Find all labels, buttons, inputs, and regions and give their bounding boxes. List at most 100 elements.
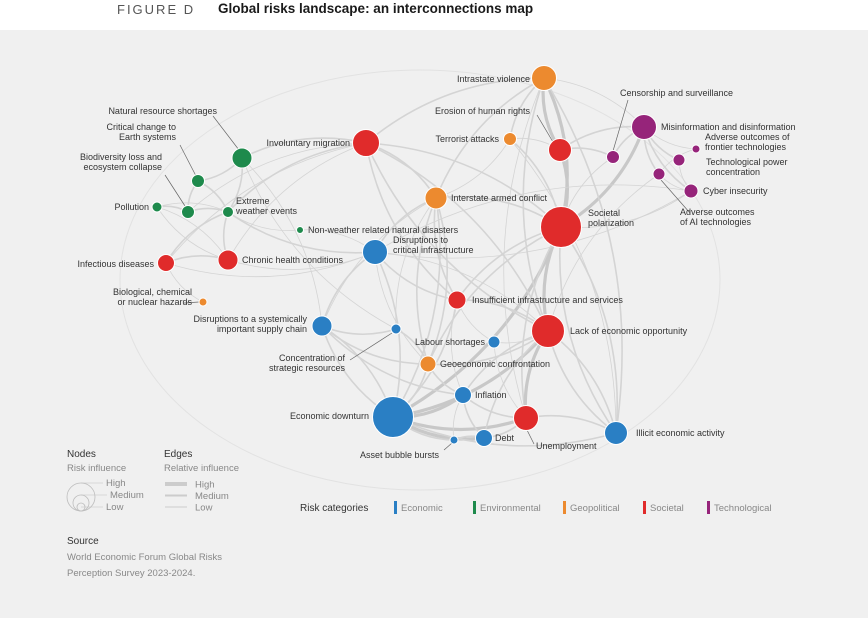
legend-swatch-economic xyxy=(394,501,397,514)
edge-involuntary-migration-to-biodiversity-loss-and-ecosystem-collapse xyxy=(187,142,367,213)
leader-censorship-and-surveillance xyxy=(612,99,629,152)
node-label-adverse-outcomes-of-frontier-technologies: Adverse outcomes of frontier technologies xyxy=(705,132,790,152)
legend-swatch-environmental xyxy=(473,501,476,514)
node-adverse-outcomes-of-ai-technologies xyxy=(652,167,666,181)
node-label-interstate-armed-conflict: Interstate armed conflict xyxy=(451,193,548,203)
node-disruptions-to-critical-infrastructure xyxy=(362,239,388,265)
node-label-biological-chemical-or-nuclear-hazards: Biological, chemical or nuclear hazards xyxy=(113,287,193,307)
node-label-geoeconomic-confrontation: Geoeconomic confrontation xyxy=(440,359,550,369)
figure-header: FIGURE D Global risks landscape: an inte… xyxy=(0,0,868,30)
node-label-censorship-and-surveillance: Censorship and surveillance xyxy=(620,88,733,98)
edge-intrastate-violence-to-interstate-armed-conflict xyxy=(435,77,545,199)
leader-natural-resource-shortages xyxy=(212,115,240,151)
node-label-unemployment: Unemployment xyxy=(536,441,597,451)
node-label-terrorist-attacks: Terrorist attacks xyxy=(435,134,499,144)
node-label-concentration-of-strategic-resources: Concentration of strategic resources xyxy=(269,353,346,373)
edge-extreme-weather-events-to-non-weather-related-natural-disasters xyxy=(227,211,301,231)
node-label-disruptions-to-a-systemically-important-supply-chain: Disruptions to a systemically important s… xyxy=(193,314,307,334)
leader-erosion-of-human-rights xyxy=(536,114,554,143)
node-asset-bubble-bursts xyxy=(449,435,459,445)
legend-edge-level-medium: Medium xyxy=(195,491,229,502)
legend-swatch-societal xyxy=(643,501,646,514)
node-censorship-and-surveillance xyxy=(606,150,620,164)
node-critical-change-to-earth-systems xyxy=(191,174,205,188)
node-illicit-economic-activity xyxy=(604,421,628,445)
edge-societal-polarization-to-involuntary-migration xyxy=(365,142,562,228)
edge-involuntary-migration-to-chronic-health-conditions xyxy=(227,142,367,261)
edge-economic-downturn-to-lack-of-economic-opportunity xyxy=(391,329,550,419)
node-biological-chemical-or-nuclear-hazards xyxy=(198,297,208,307)
figure-title: Global risks landscape: an interconnecti… xyxy=(218,1,534,16)
edge-lack-of-economic-opportunity-to-involuntary-migration xyxy=(365,142,549,332)
node-label-involuntary-migration: Involuntary migration xyxy=(266,138,350,148)
figure-label: FIGURE D xyxy=(117,2,196,17)
node-concentration-of-strategic-resources xyxy=(390,323,402,335)
edge-disruptions-to-critical-infrastructure-to-geoeconomic-confrontation xyxy=(374,251,429,365)
edge-illicit-economic-activity-to-intrastate-violence xyxy=(543,77,623,434)
edge-societal-polarization-to-geoeconomic-confrontation xyxy=(427,226,562,365)
node-label-pollution: Pollution xyxy=(114,202,149,212)
node-label-adverse-outcomes-of-ai-technologies: Adverse outcomes of AI technologies xyxy=(680,207,755,227)
node-label-misinformation-and-disinformation: Misinformation and disinformation xyxy=(661,122,796,132)
node-label-critical-change-to-earth-systems: Critical change to Earth systems xyxy=(106,122,176,142)
edge-lack-of-economic-opportunity-to-disruptions-to-critical-infrastructure xyxy=(374,251,549,332)
node-label-asset-bubble-bursts: Asset bubble bursts xyxy=(360,450,440,460)
edge-illicit-economic-activity-to-societal-polarization xyxy=(560,226,619,434)
node-labour-shortages xyxy=(487,335,501,349)
node-label-illicit-economic-activity: Illicit economic activity xyxy=(636,428,725,438)
node-cyber-insecurity xyxy=(683,183,699,199)
node-label-disruptions-to-critical-infrastructure: Disruptions to critical infrastructure xyxy=(393,235,474,255)
node-debt xyxy=(475,429,493,447)
node-adverse-outcomes-of-frontier-technologies xyxy=(691,144,701,154)
edge-extreme-weather-events-to-disruptions-to-critical-infrastructure xyxy=(227,211,376,254)
edge-cyber-insecurity-to-disruptions-to-critical-infrastructure xyxy=(374,184,692,253)
legend-category-technological: Technological xyxy=(714,503,772,514)
labels-layer: Intrastate violence Erosion of human righ… xyxy=(77,74,795,460)
node-interstate-armed-conflict xyxy=(424,186,448,210)
node-terrorist-attacks xyxy=(503,132,517,146)
nodes-layer xyxy=(151,65,701,447)
legend-edges-subtitle: Relative influence xyxy=(164,463,239,474)
edge-involuntary-migration-to-extreme-weather-events xyxy=(227,142,367,213)
node-pollution xyxy=(151,201,163,213)
node-lack-of-economic-opportunity xyxy=(531,314,565,348)
legend-swatch-geopolitical xyxy=(563,501,566,514)
edge-intrastate-violence-to-unemployment xyxy=(503,77,545,419)
node-misinformation-and-disinformation xyxy=(631,114,657,140)
legend-edge-level-high: High xyxy=(195,480,215,491)
edge-involuntary-migration-to-insufficient-infrastructure-and-services xyxy=(365,142,458,301)
legend-node-level-high: High xyxy=(106,478,126,489)
node-label-extreme-weather-events: Extreme weather events xyxy=(235,196,298,216)
leader-critical-change-to-earth-systems xyxy=(179,144,197,177)
legend-category-environmental: Environmental xyxy=(480,503,541,514)
node-geoeconomic-confrontation xyxy=(419,355,437,373)
node-label-chronic-health-conditions: Chronic health conditions xyxy=(242,255,344,265)
leader-unemployment xyxy=(526,429,535,445)
legend-nodes-title: Nodes xyxy=(67,449,96,460)
node-involuntary-migration xyxy=(352,129,380,157)
edge-adverse-outcomes-of-ai-technologies-to-lack-of-economic-opportunity xyxy=(547,173,660,332)
node-label-insufficient-infrastructure-and-services: Insufficient infrastructure and services xyxy=(472,295,623,305)
node-economic-downturn xyxy=(372,396,414,438)
legend-edge-level-low: Low xyxy=(195,503,213,514)
node-unemployment xyxy=(513,405,539,431)
edge-economic-downturn-to-interstate-armed-conflict xyxy=(392,197,441,418)
node-disruptions-to-a-systemically-important-supply-chain xyxy=(311,315,333,337)
node-label-debt: Debt xyxy=(495,433,515,443)
edge-insufficient-infrastructure-and-services-to-inflation xyxy=(450,299,464,396)
node-label-societal-polarization: Societal polarization xyxy=(588,208,634,228)
edges-layer xyxy=(119,69,721,491)
edge-interstate-armed-conflict-to-concentration-of-strategic-resources xyxy=(395,197,437,330)
edge-involuntary-migration-to-infectious-diseases xyxy=(165,142,367,264)
node-label-labour-shortages: Labour shortages xyxy=(415,337,486,347)
legend-category-societal: Societal xyxy=(650,503,684,514)
node-erosion-of-human-rights xyxy=(548,138,572,162)
node-label-technological-power-concentration: Technological power concentration xyxy=(706,157,788,177)
node-label-erosion-of-human-rights: Erosion of human rights xyxy=(435,106,531,116)
node-intrastate-violence xyxy=(531,65,557,91)
legend-edges-title: Edges xyxy=(164,449,192,460)
node-label-intrastate-violence: Intrastate violence xyxy=(457,74,530,84)
leader-asset-bubble-bursts xyxy=(443,442,453,451)
legend-swatch-technological xyxy=(707,501,710,514)
